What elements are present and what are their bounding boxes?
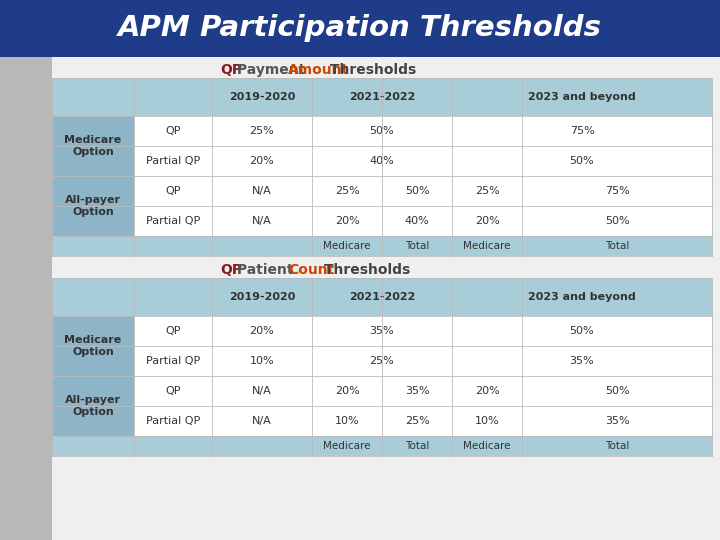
- Text: 50%: 50%: [405, 186, 429, 196]
- Text: 10%: 10%: [474, 416, 499, 426]
- Text: Medicare: Medicare: [323, 241, 371, 251]
- Text: N/A: N/A: [252, 386, 272, 396]
- Text: 25%: 25%: [335, 186, 359, 196]
- Text: Thresholds: Thresholds: [325, 63, 417, 77]
- Text: All-payer
Option: All-payer Option: [65, 195, 121, 217]
- Text: Payment: Payment: [233, 63, 310, 77]
- Text: 75%: 75%: [570, 126, 595, 136]
- Bar: [52, 176, 134, 236]
- Text: All-payer
Option: All-payer Option: [65, 395, 121, 417]
- Text: QP: QP: [166, 186, 181, 196]
- Bar: [52, 436, 712, 456]
- Text: 50%: 50%: [369, 126, 395, 136]
- Bar: [134, 176, 712, 206]
- Text: 75%: 75%: [605, 186, 629, 196]
- Bar: [134, 146, 712, 176]
- Text: 50%: 50%: [605, 216, 629, 226]
- Text: 20%: 20%: [250, 156, 274, 166]
- Text: Medicare
Option: Medicare Option: [64, 135, 122, 157]
- Text: Total: Total: [605, 241, 629, 251]
- Text: 25%: 25%: [405, 416, 429, 426]
- Text: 10%: 10%: [335, 416, 359, 426]
- Text: APM Participation Thresholds: APM Participation Thresholds: [118, 14, 602, 42]
- Text: 25%: 25%: [369, 356, 395, 366]
- Text: 20%: 20%: [335, 216, 359, 226]
- Bar: [134, 406, 712, 436]
- Text: 2019-2020: 2019-2020: [229, 292, 295, 302]
- Bar: [52, 316, 134, 376]
- Text: 40%: 40%: [369, 156, 395, 166]
- Text: QP: QP: [166, 386, 181, 396]
- Text: 20%: 20%: [474, 216, 500, 226]
- Text: Partial QP: Partial QP: [146, 416, 200, 426]
- Text: 35%: 35%: [605, 416, 629, 426]
- Text: Partial QP: Partial QP: [146, 156, 200, 166]
- Text: QP: QP: [166, 326, 181, 336]
- Text: 25%: 25%: [474, 186, 500, 196]
- Bar: [134, 376, 712, 406]
- Text: Total: Total: [605, 441, 629, 451]
- Text: Medicare: Medicare: [323, 441, 371, 451]
- Text: Total: Total: [405, 441, 429, 451]
- Text: QP: QP: [166, 126, 181, 136]
- Bar: [134, 116, 712, 146]
- Text: QP: QP: [220, 263, 242, 277]
- Text: Medicare: Medicare: [463, 441, 510, 451]
- Text: Amount: Amount: [288, 63, 349, 77]
- Bar: [0, 0, 720, 57]
- Text: Count: Count: [288, 263, 335, 277]
- Text: 2019-2020: 2019-2020: [229, 92, 295, 102]
- Text: 50%: 50%: [570, 156, 594, 166]
- Bar: [52, 116, 134, 176]
- Text: N/A: N/A: [252, 186, 272, 196]
- Bar: [134, 316, 712, 346]
- Text: 2023 and beyond: 2023 and beyond: [528, 292, 636, 302]
- Text: 20%: 20%: [474, 386, 500, 396]
- Bar: [134, 206, 712, 236]
- Bar: [52, 78, 712, 116]
- Text: 35%: 35%: [369, 326, 395, 336]
- Text: Thresholds: Thresholds: [319, 263, 410, 277]
- Bar: [52, 376, 134, 436]
- Text: 20%: 20%: [335, 386, 359, 396]
- Text: Partial QP: Partial QP: [146, 216, 200, 226]
- Text: 25%: 25%: [250, 126, 274, 136]
- Text: Medicare: Medicare: [463, 241, 510, 251]
- Text: Patient: Patient: [233, 263, 299, 277]
- Text: 10%: 10%: [250, 356, 274, 366]
- Text: N/A: N/A: [252, 216, 272, 226]
- Text: 2023 and beyond: 2023 and beyond: [528, 92, 636, 102]
- Text: 2021-2022: 2021-2022: [348, 292, 415, 302]
- Text: Medicare
Option: Medicare Option: [64, 335, 122, 357]
- Text: QP: QP: [220, 63, 242, 77]
- Text: Total: Total: [405, 241, 429, 251]
- Bar: [134, 346, 712, 376]
- Bar: [0, 57, 720, 540]
- Text: N/A: N/A: [252, 416, 272, 426]
- Bar: [0, 57, 52, 540]
- Text: 50%: 50%: [570, 326, 594, 336]
- Text: 35%: 35%: [405, 386, 429, 396]
- Bar: [52, 278, 712, 316]
- Text: 35%: 35%: [570, 356, 594, 366]
- Bar: [52, 236, 712, 256]
- Text: 20%: 20%: [250, 326, 274, 336]
- Text: 2021-2022: 2021-2022: [348, 92, 415, 102]
- Text: 50%: 50%: [605, 386, 629, 396]
- Text: Partial QP: Partial QP: [146, 356, 200, 366]
- Text: 40%: 40%: [405, 216, 429, 226]
